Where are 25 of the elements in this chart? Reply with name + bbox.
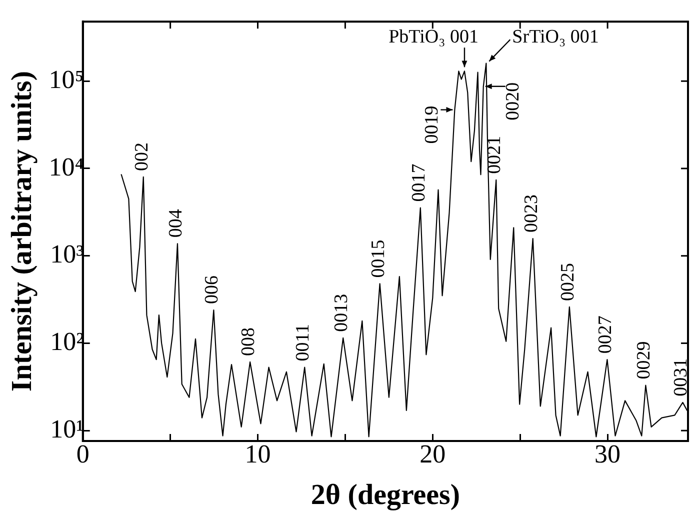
x-axis-title: 2θ (degrees) — [310, 479, 460, 512]
y-tick-label: 10⁵ — [48, 64, 84, 94]
annotation: 0025 — [557, 262, 578, 301]
annotation: 0015 — [368, 240, 389, 278]
y-axis-title: Intensity (arbitrary units) — [6, 70, 38, 392]
x-tick-label: 30 — [594, 439, 621, 468]
annotation: 0027 — [595, 316, 616, 354]
annotation: 0029 — [634, 341, 655, 380]
annotation: 0020 — [502, 82, 524, 120]
y-tick-label: 10² — [50, 327, 84, 356]
annotation: 006 — [202, 276, 223, 304]
annotation: 0019 — [422, 106, 443, 144]
annotation: 008 — [238, 327, 260, 356]
annotation: 004 — [165, 208, 186, 238]
annotation: 0011 — [292, 324, 314, 362]
y-tick-label: 10⁴ — [48, 152, 84, 182]
annotation: 0017 — [408, 164, 430, 202]
annotation: 0013 — [331, 294, 352, 332]
annotation: 0023 — [520, 194, 542, 232]
annotation: SrTiO₃ 001 — [512, 26, 599, 48]
annotation: 002 — [131, 142, 152, 171]
x-tick-label: 10 — [244, 439, 271, 468]
annotation: PbTiO₃ 001 — [388, 26, 478, 48]
x-tick-label: 20 — [420, 439, 446, 468]
annotation: 0031 — [670, 358, 690, 396]
